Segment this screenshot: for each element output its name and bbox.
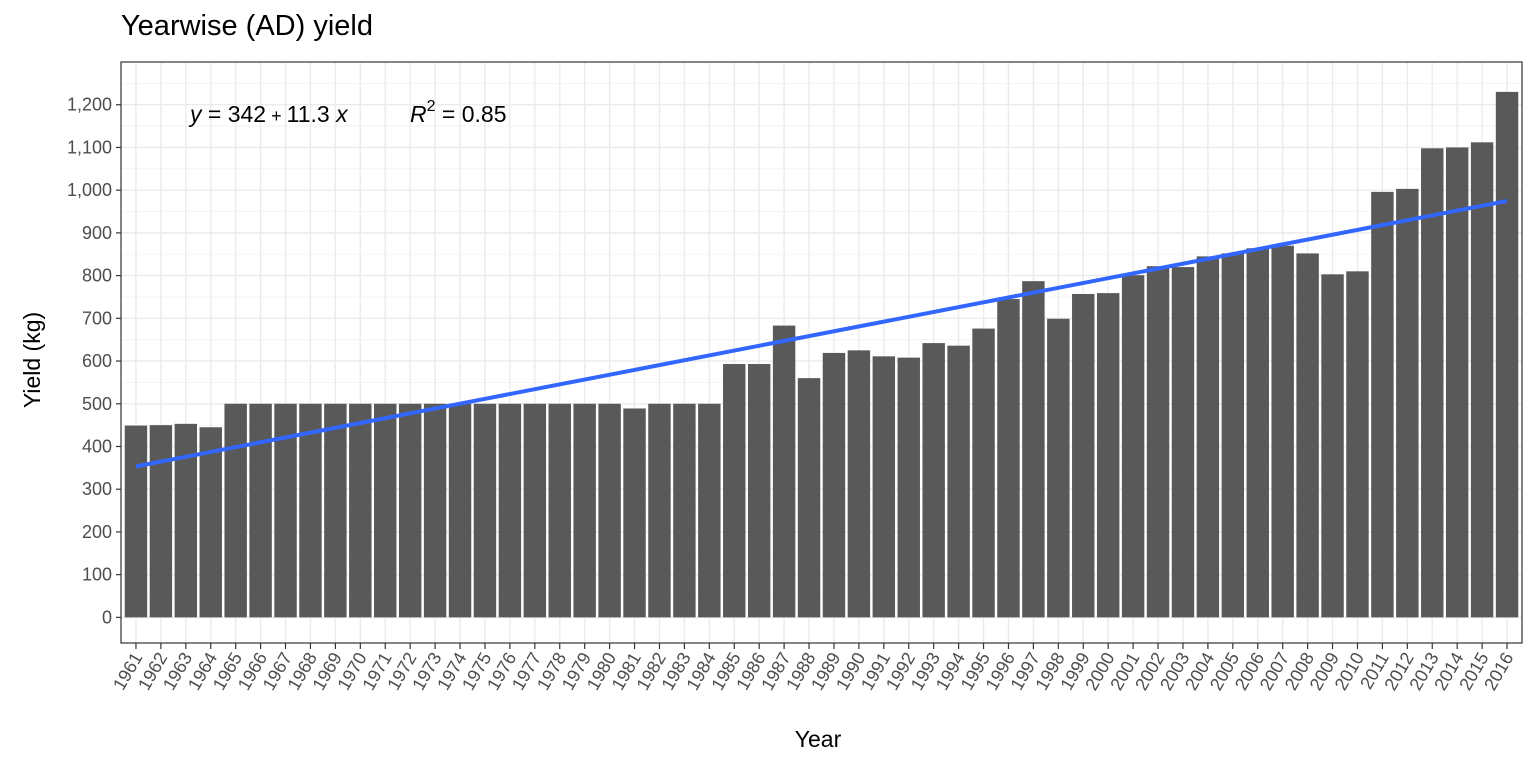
bar-1984 — [698, 403, 721, 618]
bar-1964 — [199, 427, 222, 618]
y-tick-label: 600 — [82, 351, 112, 371]
bar-1974 — [448, 403, 472, 618]
bar-1981 — [623, 408, 646, 618]
bar-2003 — [1171, 267, 1195, 618]
bar-1968 — [299, 403, 322, 618]
bar-2010 — [1346, 271, 1369, 618]
x-axis: 1961196219631964196519661967196819691970… — [109, 643, 1518, 694]
bar-1971 — [374, 403, 397, 618]
bar-2009 — [1321, 274, 1344, 618]
bar-1992 — [897, 357, 920, 618]
bar-1963 — [174, 423, 198, 618]
y-tick-label: 0 — [102, 607, 112, 627]
bar-1997 — [1022, 281, 1045, 618]
bar-1962 — [149, 425, 173, 618]
bar-1990 — [847, 350, 871, 618]
bar-1977 — [523, 403, 547, 618]
bar-2000 — [1096, 293, 1120, 618]
bar-1989 — [822, 352, 846, 618]
bar-2014 — [1445, 147, 1469, 618]
bar-1961 — [124, 425, 148, 618]
bar-1973 — [423, 403, 447, 618]
bar-1988 — [797, 378, 821, 618]
bar-1993 — [922, 343, 945, 618]
bar-2001 — [1121, 275, 1145, 618]
y-tick-label: 400 — [82, 436, 112, 456]
y-tick-label: 200 — [82, 522, 112, 542]
bar-1966 — [249, 403, 272, 618]
bar-1995 — [972, 328, 995, 618]
bar-1986 — [747, 364, 771, 618]
y-tick-label: 1,100 — [67, 137, 112, 157]
bar-1982 — [648, 403, 671, 618]
y-axis-title: Yield (kg) — [19, 312, 45, 408]
bar-1996 — [997, 299, 1020, 618]
bar-1969 — [324, 403, 347, 618]
bar-2015 — [1470, 142, 1494, 618]
bar-1976 — [498, 403, 522, 618]
bar-1972 — [398, 403, 422, 618]
bar-1975 — [473, 403, 497, 618]
bar-2012 — [1396, 188, 1419, 618]
bar-1967 — [274, 403, 297, 618]
y-tick-label: 500 — [82, 394, 112, 414]
bar-2006 — [1246, 248, 1269, 618]
bar-1980 — [598, 403, 621, 618]
bar-1985 — [723, 364, 746, 618]
bar-2016 — [1495, 91, 1519, 618]
bar-1999 — [1072, 293, 1095, 618]
bar-1970 — [349, 403, 372, 618]
y-tick-label: 1,000 — [67, 180, 112, 200]
bar-1979 — [573, 403, 596, 618]
bar-1978 — [548, 403, 571, 618]
bar-1991 — [872, 356, 896, 618]
bar-1987 — [772, 325, 796, 618]
r-squared-annotation: R2 = 0.85 — [410, 98, 507, 127]
bar-2011 — [1371, 191, 1394, 618]
trend-line — [135, 198, 1508, 469]
y-tick-label: 100 — [82, 565, 112, 585]
y-tick-label: 800 — [82, 266, 112, 286]
bar-1965 — [224, 403, 247, 618]
y-tick-label: 300 — [82, 479, 112, 499]
y-tick-label: 700 — [82, 308, 112, 328]
y-tick-label: 900 — [82, 223, 112, 243]
bar-2008 — [1296, 253, 1319, 618]
chart-title: Yearwise (AD) yield — [121, 10, 373, 42]
bar-1994 — [947, 345, 970, 618]
bar-1983 — [673, 403, 696, 618]
regression-equation: y = 342 + 11.3 x — [188, 101, 349, 127]
bar-2004 — [1196, 256, 1220, 618]
x-axis-title: Year — [795, 726, 842, 752]
bar-2002 — [1146, 266, 1170, 618]
bars — [124, 91, 1519, 618]
panel-border — [120, 61, 1523, 644]
bar-2013 — [1421, 148, 1444, 618]
bar-2007 — [1271, 245, 1294, 618]
y-tick-label: 1,200 — [67, 95, 112, 115]
bar-1998 — [1047, 318, 1070, 618]
y-axis: 0 100 200 300 400 500 600 700 800 900 1,000 1,100 1,… — [67, 95, 121, 627]
bar-2005 — [1221, 253, 1245, 618]
